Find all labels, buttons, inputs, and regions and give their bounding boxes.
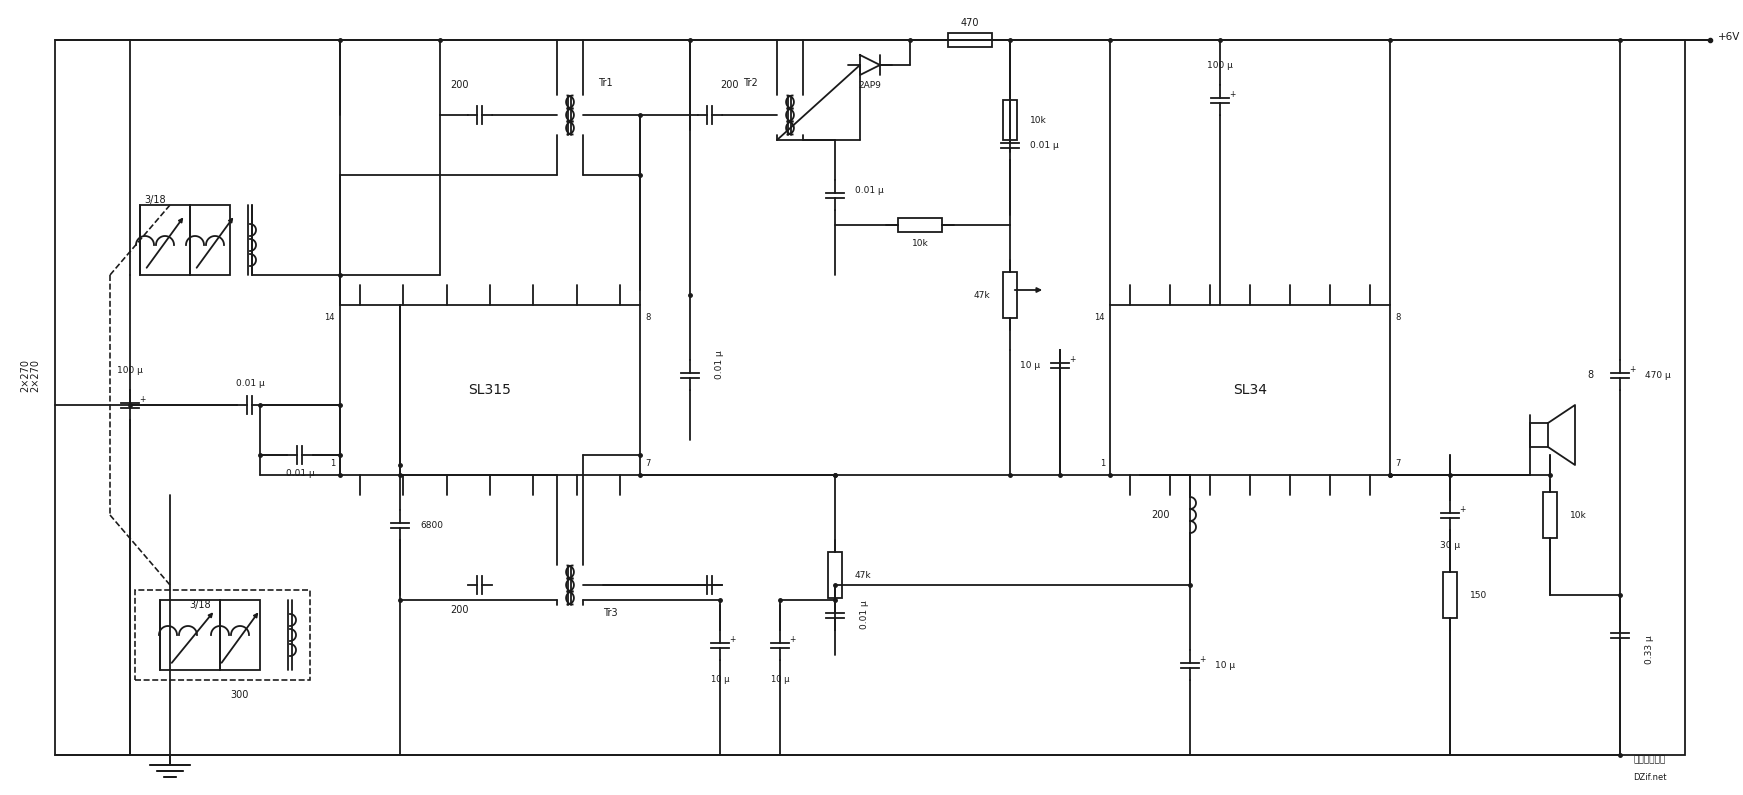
Text: 14: 14 <box>324 312 335 321</box>
Bar <box>948 33 992 47</box>
Text: 470: 470 <box>960 18 980 28</box>
Text: Tr2: Tr2 <box>743 78 758 88</box>
Bar <box>1110 305 1389 475</box>
Text: 10 µ: 10 µ <box>711 676 729 684</box>
Text: 2AP9: 2AP9 <box>859 80 882 90</box>
Text: +: + <box>1628 364 1635 374</box>
Text: 47k: 47k <box>973 290 990 300</box>
Text: 3/18: 3/18 <box>190 600 211 610</box>
Text: 100 µ: 100 µ <box>117 366 143 374</box>
Text: 2×270: 2×270 <box>19 359 30 391</box>
Text: +: + <box>1068 355 1075 363</box>
Text: 电子开发社区: 电子开发社区 <box>1633 755 1666 765</box>
Text: 47k: 47k <box>856 571 872 580</box>
Text: 2×270: 2×270 <box>30 359 40 391</box>
Text: 1: 1 <box>329 459 335 467</box>
Text: 8: 8 <box>645 312 650 321</box>
Text: 7: 7 <box>645 459 650 467</box>
Text: 200: 200 <box>722 80 739 90</box>
Text: 3/18: 3/18 <box>145 195 166 205</box>
Text: 200: 200 <box>451 80 469 90</box>
Text: 300: 300 <box>230 690 249 700</box>
Text: 1: 1 <box>1100 459 1105 467</box>
Bar <box>898 218 941 232</box>
Text: 200: 200 <box>451 605 469 615</box>
Text: 0.33 µ: 0.33 µ <box>1645 636 1654 665</box>
Text: 100 µ: 100 µ <box>1208 60 1232 69</box>
Text: 150: 150 <box>1469 591 1487 599</box>
Bar <box>134 590 310 680</box>
Text: 8: 8 <box>1394 312 1400 321</box>
Bar <box>340 305 640 475</box>
Text: +6V: +6V <box>1717 32 1740 42</box>
Text: +: + <box>790 634 795 643</box>
Bar <box>1002 100 1016 140</box>
Text: Tr1: Tr1 <box>598 78 612 88</box>
Text: 0.01 µ: 0.01 µ <box>859 601 870 630</box>
Bar <box>1543 492 1556 538</box>
Bar <box>160 600 260 670</box>
Text: 10 µ: 10 µ <box>1020 360 1041 370</box>
Bar <box>828 552 842 598</box>
Text: DZif.net: DZif.net <box>1633 773 1666 781</box>
Text: 30 µ: 30 µ <box>1440 541 1461 549</box>
Text: 0.01 µ: 0.01 µ <box>715 351 723 379</box>
Text: +: + <box>1459 505 1466 514</box>
Text: 0.01 µ: 0.01 µ <box>235 378 265 387</box>
Text: 7: 7 <box>1394 459 1400 467</box>
Text: 14: 14 <box>1095 312 1105 321</box>
Text: 470 µ: 470 µ <box>1645 370 1672 379</box>
Text: 10k: 10k <box>1570 510 1586 519</box>
Text: 8: 8 <box>1586 370 1593 380</box>
Bar <box>1530 423 1548 447</box>
Text: 0.01 µ: 0.01 µ <box>286 468 314 478</box>
Text: 10 µ: 10 µ <box>770 676 790 684</box>
Text: Tr3: Tr3 <box>603 608 617 618</box>
Bar <box>1443 572 1457 618</box>
Text: 10k: 10k <box>1030 115 1048 125</box>
Bar <box>56 40 1685 755</box>
Text: +: + <box>1199 654 1204 664</box>
Text: 10 µ: 10 µ <box>1215 661 1236 669</box>
Text: 0.01 µ: 0.01 µ <box>1030 141 1058 149</box>
Text: +: + <box>1229 90 1236 99</box>
Text: SL34: SL34 <box>1232 383 1267 397</box>
Bar <box>139 205 230 275</box>
Bar <box>1002 272 1016 318</box>
Text: SL315: SL315 <box>469 383 511 397</box>
Text: 200: 200 <box>1152 510 1170 520</box>
Text: 10k: 10k <box>912 238 929 247</box>
Text: +: + <box>729 634 736 643</box>
Text: 0.01 µ: 0.01 µ <box>856 185 884 195</box>
Text: 6800: 6800 <box>420 521 443 529</box>
Text: +: + <box>139 394 145 404</box>
